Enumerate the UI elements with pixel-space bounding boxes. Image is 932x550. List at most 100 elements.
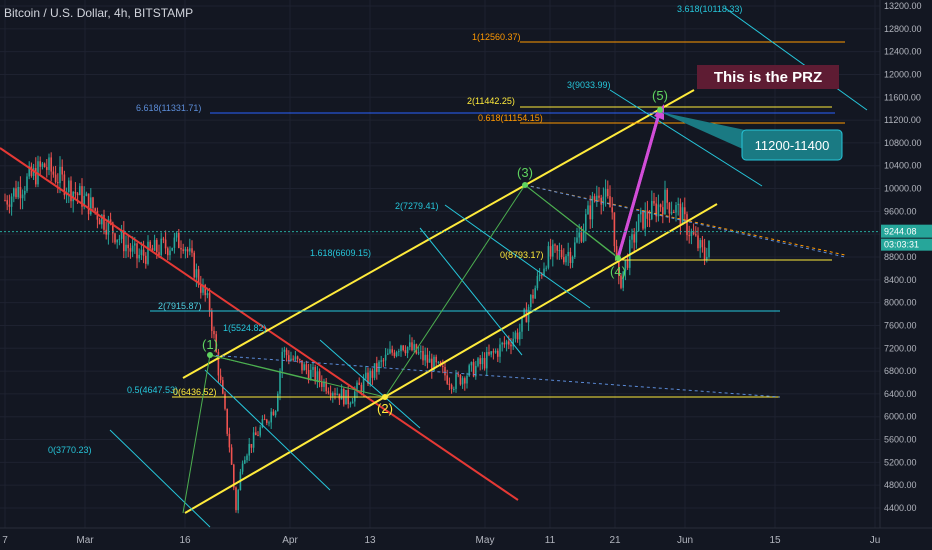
candle-body [567,251,569,257]
price-axis-tick: 12400.00 [884,47,922,57]
candle-body [70,180,72,202]
candle-body [116,239,118,243]
candle-body [349,403,352,405]
candle-body [376,363,378,372]
candle-body [400,345,402,352]
candle-body [123,230,125,252]
candle-body [593,196,596,201]
candle-body [466,375,468,384]
candle-body [538,274,541,276]
candle-body [420,351,422,353]
candle-body [389,349,391,354]
price-axis-tick: 12000.00 [884,69,922,79]
candle-body [620,275,622,288]
channel-upper-line [182,89,695,379]
candle-body [523,309,525,317]
candle-body [437,361,440,363]
price-axis-tick: 13200.00 [884,1,922,11]
candle-body [659,204,662,208]
candle-body [241,463,244,472]
candle-body [21,194,24,199]
candle-body [444,366,446,376]
candle-body [525,309,528,323]
candle-body [131,245,134,252]
candle-body [387,353,389,355]
projection-arrow-leg [616,109,662,259]
candle-body [536,275,539,289]
candle-body [477,358,479,366]
candle-body [505,341,508,345]
candle-body [182,249,184,251]
fib-label-yellow: 0(8793.17) [500,250,544,260]
price-axis-tick: 11600.00 [884,92,921,102]
candle-body [204,285,206,296]
candle-body [149,241,151,249]
red-downtrend-line [0,147,519,501]
candle-body [354,391,356,402]
current-price-badge [881,224,932,238]
candle-body [272,411,275,416]
candle-body [180,247,182,250]
candle-body [578,232,580,238]
candle-body [490,351,492,355]
candle-body [406,346,409,354]
candle-body [156,239,158,253]
time-axis-tick: Ju [870,535,881,546]
candle-body [481,358,484,365]
candle-body [510,344,512,347]
candle-body [701,240,704,248]
wave-connector [524,184,616,256]
candle-body [679,203,682,225]
candle-body [184,249,187,251]
candle-body [655,203,657,217]
countdown-badge [881,238,932,251]
candle-body [433,356,435,372]
candle-body [63,174,66,196]
candle-body [200,284,202,293]
candle-body [532,294,534,299]
candle-body [455,374,457,389]
candle-body [706,256,708,261]
candle-body [596,195,598,201]
candle-body [76,193,79,196]
candle-body [668,202,671,214]
price-axis-tick: 7600.00 [884,320,917,330]
candle-body [24,190,26,195]
candle-body [626,260,629,268]
candle-body [98,219,101,225]
candle-body [52,171,55,175]
candle-body [552,244,554,257]
candle-body [521,316,523,332]
price-axis-tick: 12800.00 [884,24,922,34]
candle-body [360,384,363,392]
candle-body [686,214,688,236]
candle-body [167,248,169,256]
candle-body [30,166,33,176]
candle-body [512,338,514,347]
candle-body [688,235,690,237]
candle-body [457,374,459,376]
candle-body [402,345,404,351]
wave-label-5: (5) [652,88,668,103]
candle-body [351,401,354,404]
candle-body [195,269,198,278]
candle-body [422,351,424,361]
candle-body [118,238,121,240]
candle-body [613,212,616,247]
candle-body [699,240,701,249]
candle-body [662,207,664,215]
fib-diagonal-line [419,227,523,356]
candle-body [103,214,105,230]
candle-body [299,359,301,361]
candle-body [28,166,30,177]
candle-body [563,257,565,263]
candle-body [305,364,308,371]
candle-body [206,293,209,296]
candle-body [547,246,550,268]
candle-body [488,351,490,355]
candle-body [325,381,327,392]
candle-body [255,432,257,436]
candle-body [637,214,640,232]
price-axis-tick: 6000.00 [884,412,917,422]
